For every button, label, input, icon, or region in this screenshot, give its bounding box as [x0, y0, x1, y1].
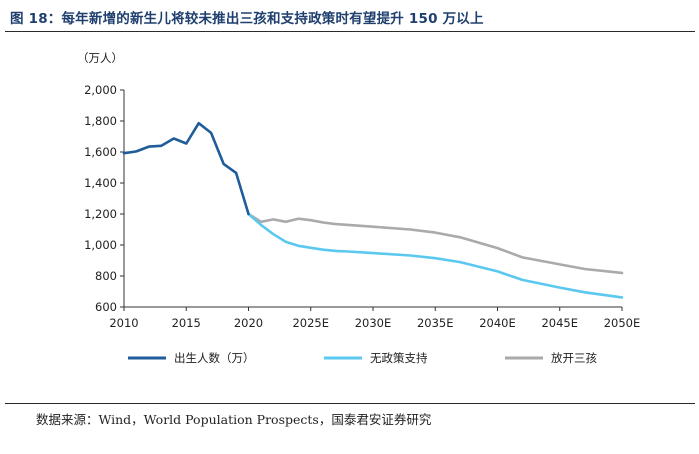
y-tick-label: 800: [95, 269, 117, 283]
y-tick-label: 1,000: [84, 238, 117, 252]
x-tick-label: 2015: [172, 316, 201, 330]
x-tick-label: 2040E: [479, 316, 516, 330]
series-line-3: [247, 212, 624, 275]
y-tick-label: 600: [95, 300, 117, 314]
legend-label-1: 出生人数（万）: [174, 351, 255, 365]
legend-label-2: 无政策支持: [370, 351, 428, 365]
source-note: 数据来源：Wind，World Population Prospects，国泰君…: [36, 412, 432, 427]
bottom-rule: [5, 403, 695, 404]
axes: （万人） 600 800 1,000 1,200 1,400 1,600 1,800 2,000…: [77, 51, 640, 330]
y-tick-label: 2,000: [84, 83, 117, 97]
legend: 出生人数（万） 无政策支持 放开三孩: [128, 351, 597, 365]
x-tick-label: 2010: [109, 316, 138, 330]
series-line-1: [122, 121, 250, 216]
series-lines: [122, 121, 624, 299]
x-tick-label: 2035E: [417, 316, 454, 330]
line-chart: （万人） 600 800 1,000 1,200 1,400 1,600 1,800 2,000…: [77, 51, 640, 365]
top-rule: [5, 31, 695, 32]
x-tick-label: 2030E: [355, 316, 392, 330]
x-tick-label: 2050E: [604, 316, 641, 330]
y-axis-label: （万人）: [77, 51, 123, 65]
x-tick-label: 2025E: [292, 316, 329, 330]
series-line-2: [247, 212, 624, 299]
y-tick-label: 1,800: [84, 114, 117, 128]
x-tick-label: 2045E: [541, 316, 578, 330]
x-tick-label: 2020: [234, 316, 263, 330]
chart-title: 图 18：每年新增的新生儿将较未推出三孩和支持政策时有望提升 150 万以上: [10, 11, 484, 27]
y-tick-label: 1,400: [84, 176, 117, 190]
legend-label-3: 放开三孩: [551, 351, 597, 365]
y-tick-label: 1,600: [84, 145, 117, 159]
y-tick-label: 1,200: [84, 207, 117, 221]
